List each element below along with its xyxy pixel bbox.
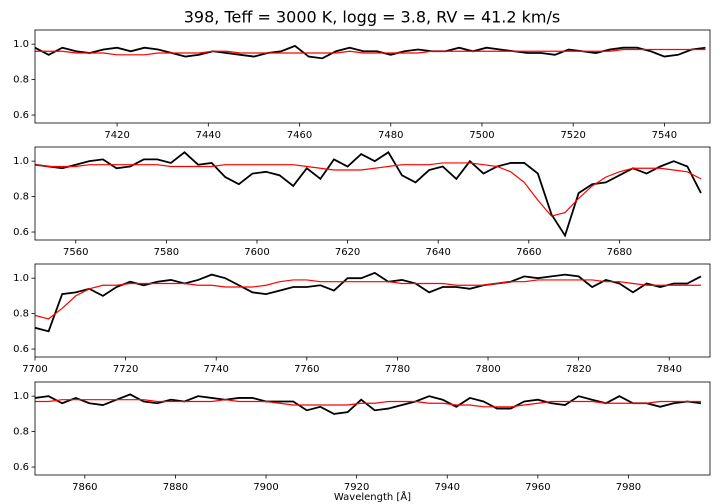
- y-tick-label: 0.8: [13, 75, 29, 86]
- spectrum-line: [35, 48, 706, 56]
- axes-frame: [34, 29, 711, 124]
- spectrum-line: [35, 44, 706, 60]
- x-tick-label: 7960: [525, 482, 550, 493]
- figure-title: 398, Teff = 3000 K, logg = 3.8, RV = 41.…: [184, 8, 560, 27]
- x-tick-label: 7680: [607, 247, 632, 258]
- y-tick-label: 1.0: [13, 391, 29, 402]
- y-tick-label: 1.0: [13, 273, 29, 284]
- x-tick-label: 7940: [435, 482, 460, 493]
- x-tick-label: 7620: [335, 247, 360, 258]
- x-tick-label: 7440: [196, 130, 221, 141]
- y-tick-label: 0.8: [13, 427, 29, 438]
- x-tick-label: 7980: [616, 482, 641, 493]
- spectrum-line: [35, 393, 702, 415]
- x-tick-label: 7720: [113, 364, 138, 375]
- spectrum-line: [35, 399, 701, 408]
- x-tick-label: 7640: [425, 247, 450, 258]
- x-tick-label: 7580: [154, 247, 179, 258]
- x-tick-label: 7820: [566, 364, 591, 375]
- x-tick-label: 7460: [287, 130, 312, 141]
- y-tick-label: 0.6: [13, 227, 29, 238]
- x-tick-label: 7900: [253, 482, 278, 493]
- x-tick-label: 7600: [244, 247, 269, 258]
- spectrum-line: [35, 162, 702, 217]
- x-tick-label: 7840: [657, 364, 682, 375]
- y-tick-label: 0.6: [13, 110, 29, 121]
- y-tick-label: 0.6: [13, 344, 29, 355]
- x-axis-label: Wavelength [Å]: [334, 490, 411, 503]
- y-tick-label: 0.8: [13, 192, 29, 203]
- x-tick-label: 7520: [560, 130, 585, 141]
- x-tick-label: 7480: [378, 130, 403, 141]
- x-tick-label: 7920: [344, 482, 369, 493]
- spectrum-line: [35, 279, 701, 320]
- axes-frame: [34, 263, 711, 358]
- x-tick-label: 7800: [475, 364, 500, 375]
- spectrum-line: [35, 271, 702, 333]
- x-tick-label: 7760: [294, 364, 319, 375]
- spectrum-line: [35, 151, 702, 238]
- axes-frame: [34, 381, 711, 476]
- axes-frame: [34, 146, 711, 241]
- x-tick-label: 7740: [203, 364, 228, 375]
- x-tick-label: 7880: [163, 482, 188, 493]
- x-tick-label: 7500: [469, 130, 494, 141]
- y-tick-label: 1.0: [13, 39, 29, 50]
- x-tick-label: 7560: [63, 247, 88, 258]
- x-tick-label: 7860: [72, 482, 97, 493]
- y-tick-label: 1.0: [13, 156, 29, 167]
- x-tick-label: 7540: [652, 130, 677, 141]
- y-tick-label: 0.6: [13, 462, 29, 473]
- x-tick-label: 7660: [516, 247, 541, 258]
- x-tick-label: 7780: [385, 364, 410, 375]
- y-tick-label: 0.8: [13, 309, 29, 320]
- x-tick-label: 7420: [104, 130, 129, 141]
- x-tick-label: 7700: [22, 364, 47, 375]
